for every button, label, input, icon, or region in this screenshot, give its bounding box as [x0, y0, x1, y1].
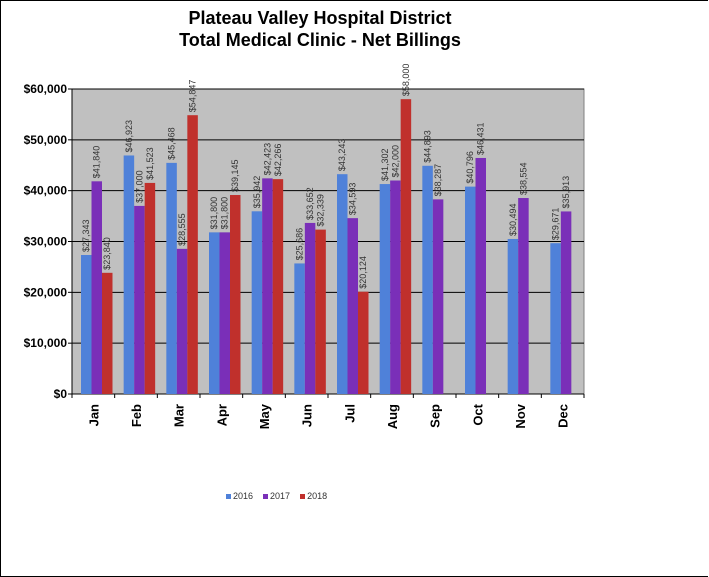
- legend-label: 2018: [307, 491, 328, 501]
- data-label: $27,343: [81, 219, 91, 252]
- bar-2018-feb: [144, 182, 156, 394]
- bar-2018-jun: [315, 229, 326, 394]
- chart-title-line-1: Plateau Valley Hospital District: [188, 8, 452, 28]
- bar-2017-mar: [176, 248, 188, 394]
- bar-2017-jan: [91, 181, 102, 394]
- data-label: $46,431: [476, 122, 486, 155]
- data-label: $30,494: [508, 203, 518, 236]
- data-label: $45,468: [167, 127, 177, 160]
- bar-2017-sep: [432, 199, 444, 394]
- data-label: $38,554: [518, 162, 528, 195]
- legend-item-2016: 2016: [226, 491, 253, 501]
- data-label: $41,302: [380, 149, 390, 182]
- data-label: $29,671: [551, 208, 561, 241]
- data-label: $35,942: [252, 176, 262, 209]
- bar-2016-oct: [465, 186, 476, 394]
- data-label: $40,796: [465, 151, 475, 184]
- y-tick-label: $40,000: [24, 184, 68, 198]
- bar-2017-apr: [219, 232, 230, 394]
- data-label: $44,893: [423, 130, 433, 163]
- data-label: $31,800: [220, 197, 230, 230]
- data-label: $32,339: [316, 194, 326, 227]
- bar-2017-feb: [134, 205, 145, 394]
- category-label: May: [257, 403, 272, 429]
- data-label: $58,000: [401, 64, 411, 97]
- y-tick-label: $10,000: [24, 336, 68, 350]
- bar-2016-may: [251, 211, 263, 394]
- data-label: $23,840: [102, 237, 112, 270]
- bar-2018-jul: [358, 291, 369, 394]
- category-label: Nov: [513, 403, 528, 428]
- y-tick-label: $30,000: [24, 235, 68, 249]
- bar-2017-may: [262, 178, 273, 394]
- category-label: Dec: [556, 404, 571, 428]
- category-label: Mar: [172, 404, 187, 427]
- legend-item-2017: 2017: [263, 491, 290, 501]
- data-label: $20,124: [358, 256, 368, 289]
- category-label: Feb: [129, 404, 144, 427]
- bar-2018-aug: [400, 99, 412, 395]
- data-label: $43,243: [337, 139, 347, 172]
- category-label: Jan: [86, 404, 101, 426]
- data-label: $46,923: [124, 120, 134, 153]
- data-label: $34,593: [348, 183, 358, 216]
- bar-2017-nov: [518, 198, 529, 394]
- data-label: $28,555: [177, 213, 187, 246]
- legend-swatch: [263, 493, 269, 499]
- bar-2016-jun: [294, 263, 305, 394]
- data-label: $25,686: [295, 228, 305, 261]
- bar-2016-feb: [123, 155, 135, 394]
- bar-2016-nov: [507, 238, 519, 394]
- y-tick-label: $60,000: [24, 82, 68, 96]
- bar-2018-may: [272, 179, 284, 394]
- category-label: Jul: [342, 404, 357, 423]
- data-label: $42,266: [273, 144, 283, 177]
- category-label: Sep: [428, 404, 443, 428]
- y-tick-label: $50,000: [24, 133, 68, 147]
- y-tick-label: $20,000: [24, 285, 68, 299]
- bar-2017-oct: [475, 157, 486, 394]
- legend-swatch: [226, 493, 231, 499]
- bar-2016-dec: [550, 243, 561, 394]
- data-label: $54,847: [188, 80, 198, 113]
- bar-2018-jan: [102, 272, 113, 394]
- data-label: $39,145: [230, 159, 240, 192]
- bar-2018-mar: [187, 115, 198, 394]
- data-label: $33,652: [305, 187, 315, 220]
- chart-title-line-2: Total Medical Clinic - Net Billings: [179, 30, 461, 50]
- legend: 2016 2017 2018: [226, 491, 327, 501]
- legend-item-2018: 2018: [300, 491, 327, 501]
- data-label: $37,000: [134, 170, 144, 203]
- bar-2016-aug: [379, 184, 391, 394]
- bar-2018-apr: [230, 195, 241, 394]
- legend-label: 2017: [270, 491, 291, 501]
- category-label: Jun: [300, 404, 315, 427]
- bar-2016-jul: [337, 174, 348, 394]
- data-label: $42,423: [262, 143, 272, 176]
- bar-2016-jan: [81, 255, 92, 394]
- data-label: $35,913: [561, 176, 571, 209]
- category-label: Apr: [214, 404, 229, 426]
- bar-2017-aug: [390, 180, 401, 394]
- bar-2017-jul: [347, 218, 358, 394]
- data-label: $38,287: [433, 164, 443, 197]
- bar-2016-mar: [166, 162, 177, 394]
- category-label: Aug: [385, 404, 400, 429]
- y-tick-label: $0: [54, 387, 68, 401]
- data-label: $42,000: [390, 145, 400, 178]
- bar-2017-dec: [560, 211, 572, 394]
- data-label: $31,800: [209, 197, 219, 230]
- legend-swatch: [300, 493, 306, 499]
- data-label: $41,840: [92, 146, 102, 179]
- category-label: Oct: [470, 403, 485, 425]
- bar-2016-apr: [209, 232, 220, 394]
- bar-2016-sep: [422, 165, 433, 394]
- legend-label: 2016: [233, 491, 254, 501]
- bar-2017-jun: [304, 222, 316, 394]
- data-label: $41,523: [145, 147, 155, 180]
